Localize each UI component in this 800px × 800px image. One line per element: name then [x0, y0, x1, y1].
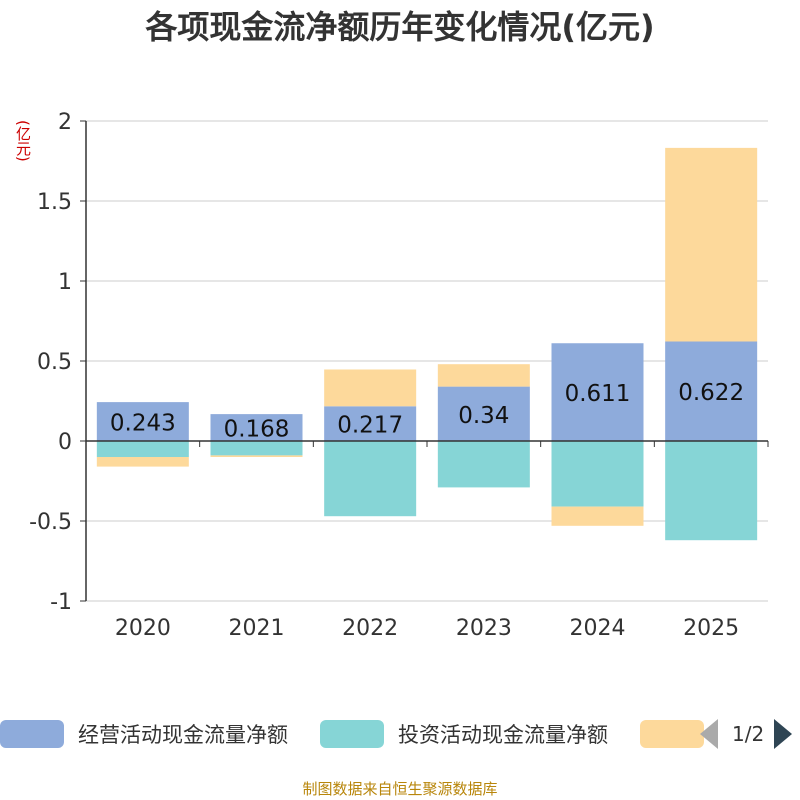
bar-2020-series-2	[96, 457, 189, 467]
bar-2025-series-0	[665, 341, 758, 441]
y-tick-label: 0.5	[37, 350, 72, 375]
bar-2024-series-2	[551, 506, 644, 526]
legend-next-icon[interactable]	[774, 719, 793, 749]
x-tick-label-2022: 2022	[342, 616, 398, 641]
legend-label-operating: 经营活动现金流量净额	[78, 723, 288, 747]
legend-swatch-investing	[320, 720, 384, 748]
y-tick-label: 0	[58, 430, 72, 455]
bar-2024-series-0	[551, 343, 644, 441]
bar-2022-series-1	[324, 441, 417, 517]
legend-item-operating[interactable]: 经营活动现金流量净额	[0, 716, 288, 752]
data-label-2022: 0.217	[337, 413, 403, 439]
y-tick-label: 2	[58, 110, 72, 135]
legend-swatch-operating	[0, 720, 64, 748]
x-tick-label-2023: 2023	[456, 616, 512, 641]
bar-2025-series-1	[665, 441, 758, 541]
x-tick-label-2021: 2021	[229, 616, 285, 641]
legend: 经营活动现金流量净额 投资活动现金流量净额 1/2	[0, 716, 800, 756]
legend-label-investing: 投资活动现金流量净额	[398, 723, 608, 747]
x-tick-label-2024: 2024	[570, 616, 626, 641]
bar-2024-series-1	[551, 441, 644, 507]
legend-item-financing[interactable]	[640, 716, 704, 752]
bar-2023-series-0	[437, 386, 530, 441]
bar-2020-series-1	[96, 441, 189, 457]
data-label-2023: 0.34	[458, 403, 509, 429]
bar-2023-series-2	[437, 364, 530, 387]
legend-pager: 1/2	[700, 718, 793, 750]
data-label-2025: 0.622	[678, 380, 744, 406]
x-tick-label-2020: 2020	[115, 616, 171, 641]
legend-item-investing[interactable]: 投资活动现金流量净额	[320, 716, 608, 752]
stacked-bar-chart: -1 -0.5 0 0.5 1 1.5 2 0.243 0.168 0.217 0.34 0.611 0…	[29, 110, 769, 641]
bar-2023-series-1	[437, 441, 530, 488]
y-axis-unit: (亿元)	[14, 120, 32, 162]
x-tick-label-2025: 2025	[683, 616, 739, 641]
data-label-2020: 0.243	[110, 411, 176, 437]
bar-2021-series-2	[210, 455, 303, 457]
bar-2022-series-2	[324, 369, 417, 407]
bar-2020-series-0	[96, 402, 189, 441]
y-tick-label: 1.5	[37, 190, 72, 215]
legend-page-indicator: 1/2	[732, 722, 765, 746]
y-tick-label: -0.5	[29, 510, 72, 535]
legend-swatch-financing	[640, 720, 704, 748]
bar-2021-series-1	[210, 441, 303, 456]
bar-2025-series-2	[665, 147, 758, 342]
chart-title: 各项现金流净额历年变化情况(亿元)	[145, 8, 655, 46]
y-tick-label: 1	[58, 270, 72, 295]
y-tick-label: -1	[50, 590, 72, 615]
bar-2021-series-0	[210, 414, 303, 441]
bar-2022-series-0	[324, 406, 417, 441]
data-label-2024: 0.611	[565, 381, 631, 407]
legend-prev-icon[interactable]	[700, 719, 718, 749]
data-label-2021: 0.168	[224, 417, 290, 443]
data-source-note: 制图数据来自恒生聚源数据库	[302, 780, 498, 798]
